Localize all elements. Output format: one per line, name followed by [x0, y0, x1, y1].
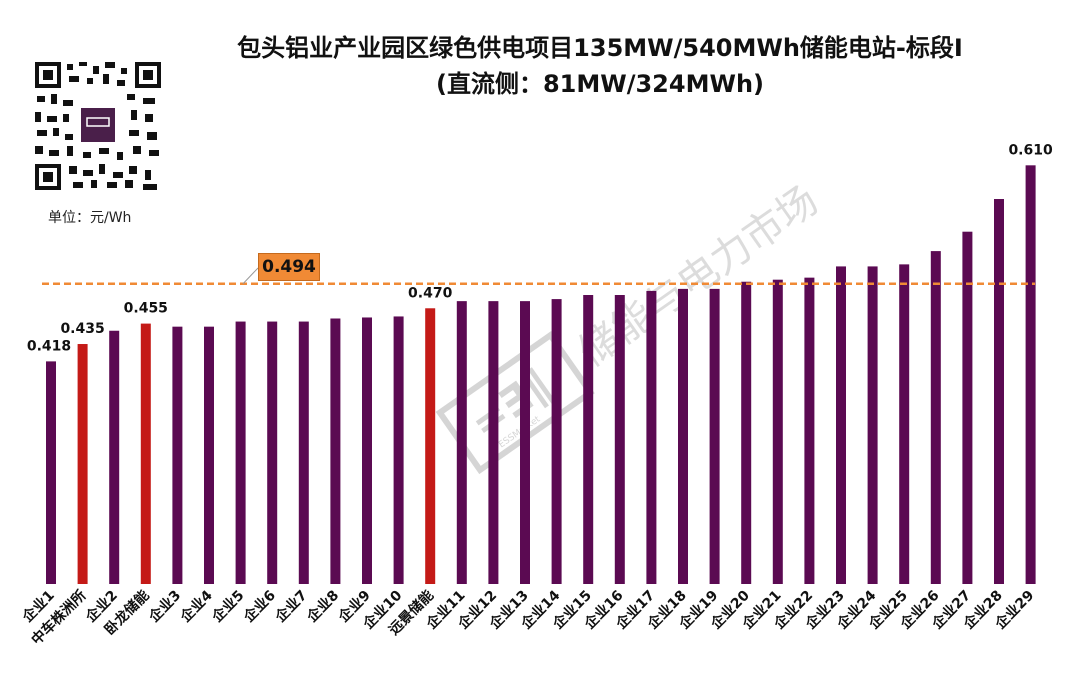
bar-企业9	[362, 317, 372, 584]
bar-企业27	[962, 231, 973, 584]
bar-企业7	[298, 321, 309, 584]
data-label: 0.418	[27, 338, 71, 354]
bar-企业8	[330, 318, 341, 584]
x-tick-label: 企业4	[176, 587, 216, 627]
bar-企业4	[204, 326, 214, 584]
bar-企业6	[267, 321, 278, 584]
bar-企业29	[1025, 165, 1036, 585]
average-badge: 0.494	[258, 253, 320, 281]
watermark-text: 储能与电力市场	[571, 177, 827, 375]
qr-code	[33, 60, 163, 192]
x-tick-label: 企业7	[271, 587, 310, 626]
unit-label: 单位：元/Wh	[48, 210, 132, 226]
bar-企业2	[109, 330, 120, 584]
bar-企业10	[393, 316, 404, 584]
bar-企业12	[488, 301, 499, 584]
chart-title-line1: 包头铝业产业园区绿色供电项目135MW/540MWh储能电站-标段I	[237, 34, 963, 62]
x-tick-label: 企业5	[208, 587, 247, 626]
bar-企业24	[867, 266, 878, 584]
bar-企业3	[172, 326, 183, 584]
bar-中车株洲所	[77, 344, 88, 584]
average-callout-connector	[242, 267, 259, 285]
data-label: 0.435	[60, 321, 104, 337]
bar-企业13	[520, 301, 530, 584]
bar-企业1	[46, 361, 56, 584]
bar-企业5	[235, 321, 246, 584]
bar-企业21	[772, 279, 783, 584]
bar-企业20	[741, 281, 752, 584]
bar-企业28	[994, 199, 1004, 584]
bar-企业17	[646, 290, 657, 584]
x-tick-label: 企业3	[145, 587, 184, 626]
bar-企业16	[614, 295, 625, 584]
bar-远景储能	[425, 308, 436, 584]
bar-企业26	[930, 251, 941, 584]
data-label: 0.610	[1008, 142, 1053, 158]
bar-企业25	[899, 264, 910, 584]
x-tick-label: 企业8	[303, 587, 342, 626]
chart-title-line2: (直流侧：81MW/324MWh)	[436, 70, 764, 98]
bar-企业19	[709, 288, 720, 584]
data-label: 0.455	[124, 301, 168, 317]
data-label: 0.470	[408, 285, 453, 301]
x-tick-label: 企业6	[240, 587, 279, 626]
bar-卧龙储能	[140, 323, 151, 584]
bar-企业18	[678, 288, 688, 584]
bar-企业11	[456, 301, 467, 584]
bar-企业15	[583, 295, 594, 584]
bar-企业22	[804, 277, 815, 584]
bar-企业23	[836, 266, 846, 584]
bar-企业14	[551, 299, 562, 584]
